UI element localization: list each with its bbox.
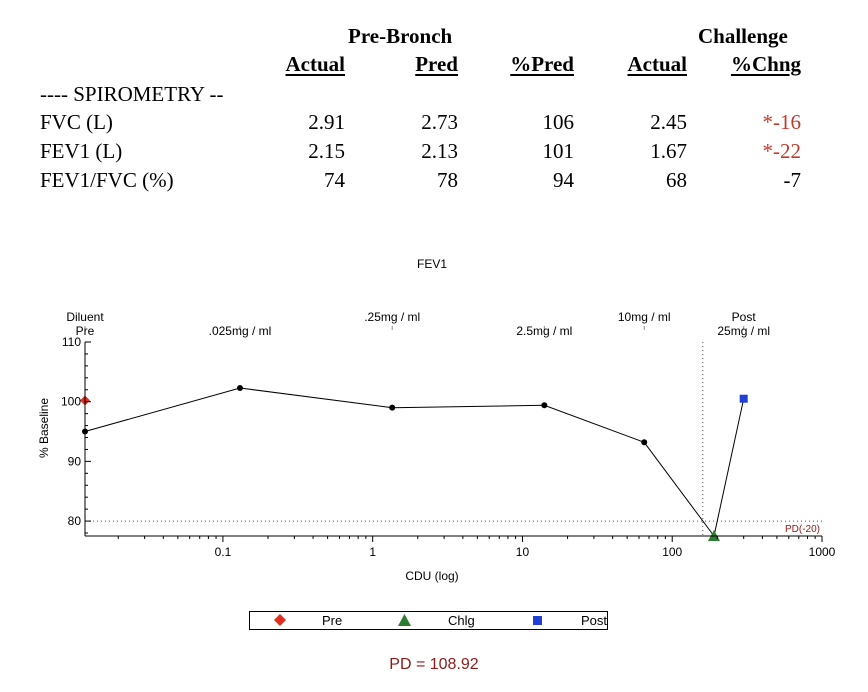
marker-post	[739, 394, 748, 403]
cell-pct-pred: 94	[553, 168, 574, 192]
cell-pct-pred: 106	[542, 110, 575, 134]
col-header-pct-chng: %Chng	[730, 52, 801, 76]
cell-challenge-actual: 68	[666, 168, 687, 192]
x-tick-label: 10	[516, 545, 530, 559]
diamond-icon	[274, 614, 286, 626]
col-header-actual: Actual	[285, 52, 346, 76]
triangle-icon	[398, 614, 411, 626]
series-lines	[82, 384, 745, 537]
section-title: ---- SPIROMETRY --	[40, 82, 224, 106]
y-tick-label: 110	[62, 335, 81, 349]
dose-label-bottom: Pre	[76, 324, 95, 338]
dose-label-top: Post	[732, 310, 757, 324]
pd-result: PD = 108.92	[389, 656, 479, 673]
cell-pred: 78	[437, 168, 458, 192]
dose-label-top: Diluent	[66, 310, 104, 324]
x-tick-label: 1000	[809, 545, 836, 559]
y-axis-label: % Baseline	[37, 398, 51, 458]
cell-challenge-actual: 2.45	[650, 110, 687, 134]
y-tick-label: 90	[68, 454, 82, 468]
dose-label-top: 10mg / ml	[618, 310, 671, 324]
series-markers	[80, 394, 748, 541]
row-label: FVC (L)	[40, 110, 113, 134]
series-line	[713, 398, 745, 537]
cell-actual: 2.91	[308, 110, 345, 134]
x-tick-label: 1	[369, 545, 376, 559]
col-header-pred: Pred	[415, 52, 458, 76]
group-prebronch-header: Pre-Bronch	[348, 24, 453, 48]
data-point	[641, 439, 648, 446]
data-point	[389, 404, 396, 411]
y-tick-label: 80	[68, 514, 82, 528]
cell-pct-pred: 101	[542, 139, 575, 163]
y-tick-label: 100	[61, 395, 81, 409]
col-header-challenge-actual: Actual	[627, 52, 688, 76]
dose-label-bottom: 2.5mg / ml	[516, 324, 572, 338]
series-line	[84, 387, 715, 537]
group-challenge-header: Challenge	[698, 24, 788, 48]
dose-label-top: .25mg / ml	[364, 310, 420, 324]
cell-pred: 2.13	[421, 139, 458, 163]
cell-actual: 2.15	[308, 139, 345, 163]
data-point	[541, 402, 548, 409]
cell-pred: 2.73	[421, 110, 458, 134]
legend-item-post: Post	[533, 612, 607, 629]
col-header-pct-pred: %Pred	[510, 52, 574, 76]
x-tick-label: 100	[662, 545, 682, 559]
row-label: FEV1/FVC (%)	[40, 168, 174, 192]
dose-label-bottom: .025mg / ml	[209, 324, 272, 338]
cell-actual: 74	[324, 168, 345, 192]
grid-layer: PD(-20)	[85, 342, 822, 536]
legend-item-pre: Pre	[274, 612, 354, 629]
cell-challenge-actual: 1.67	[650, 139, 687, 163]
chart-title: FEV1	[417, 257, 447, 271]
cell-pct-chng: *-22	[762, 139, 802, 163]
chart-legend: Pre Chlg Post	[249, 611, 608, 630]
spirometry-table: Pre-Bronch Challenge Actual Pred %Pred A…	[0, 0, 868, 200]
cell-pct-chng: *-16	[762, 110, 802, 134]
square-icon	[533, 616, 542, 625]
cell-pct-chng: -7	[783, 168, 802, 192]
row-label: FEV1 (L)	[40, 139, 123, 163]
data-point	[236, 384, 243, 391]
x-tick-label: 0.1	[215, 545, 232, 559]
x-axis-label: CDU (log)	[405, 569, 458, 583]
threshold-label: PD(-20)	[785, 524, 820, 535]
legend-item-chlg: Chlg	[398, 612, 488, 629]
dose-label-bottom: 25mg / ml	[717, 324, 770, 338]
